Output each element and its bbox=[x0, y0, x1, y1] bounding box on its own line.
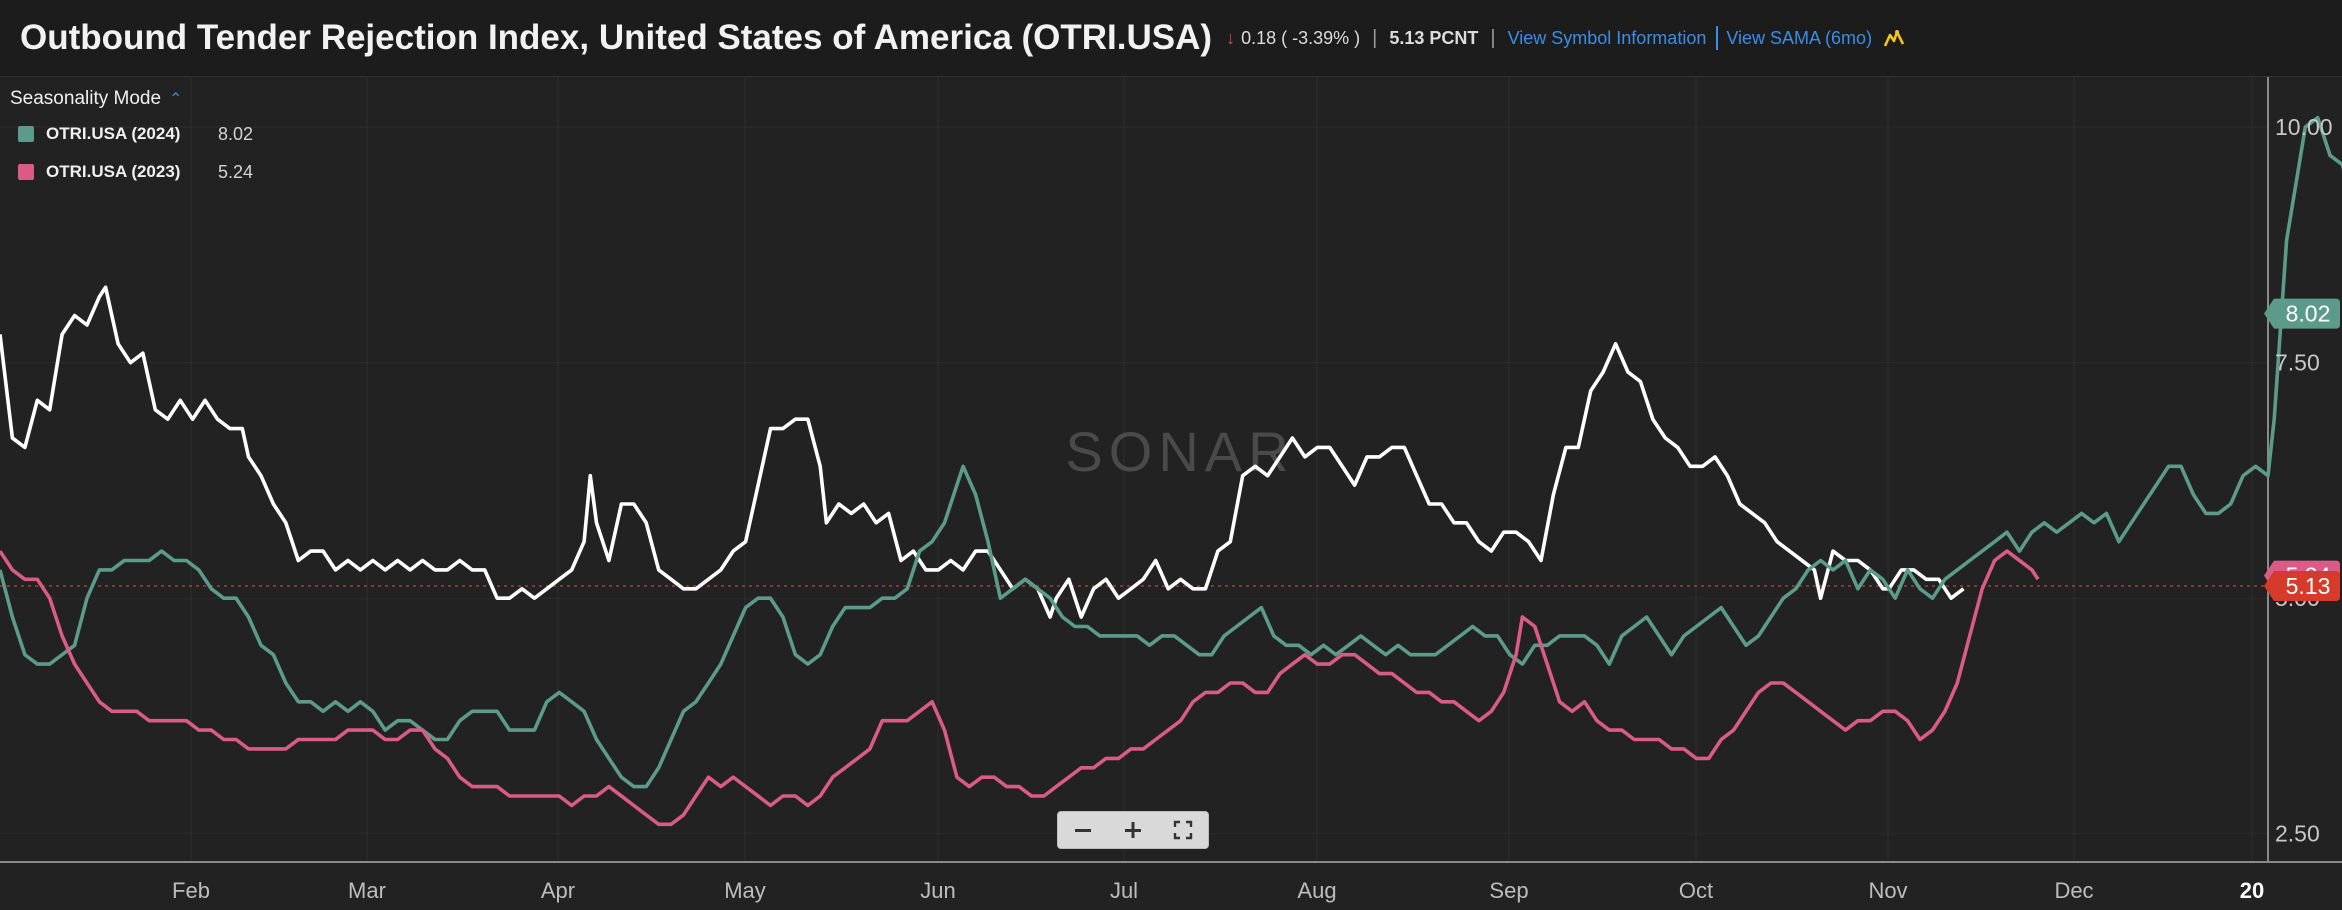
seasonality-mode-label: Seasonality Mode bbox=[10, 88, 162, 109]
x-tick-label: Nov bbox=[1868, 878, 1907, 903]
view-sama-link[interactable]: View SAMA (6mo) bbox=[1726, 27, 1873, 48]
x-tick-label: Mar bbox=[348, 878, 386, 903]
x-tick-label: Feb bbox=[172, 878, 210, 903]
price-tag: 5.13 bbox=[2264, 570, 2340, 601]
price-tag-label: 5.13 bbox=[2286, 573, 2331, 599]
chevron-up-icon: ⌃ bbox=[169, 91, 183, 108]
divider bbox=[1716, 26, 1719, 50]
plus-icon bbox=[1125, 822, 1141, 838]
legend: Seasonality Mode ⌃ OTRI.USA (2024) 8.02 … bbox=[10, 88, 253, 186]
zoom-controls bbox=[1057, 811, 1209, 849]
chart-area: SONAR Feb Mar Apr May Jun Jul Aug Sep Oct Nov Dec 20… bbox=[0, 77, 2342, 910]
legend-label: OTRI.USA (2024) bbox=[46, 124, 181, 143]
x-tick-label: Jun bbox=[920, 878, 955, 903]
legend-label: OTRI.USA (2023) bbox=[46, 162, 181, 181]
legend-swatch bbox=[18, 164, 34, 180]
change-value: 0.18 ( -3.39% ) bbox=[1241, 27, 1361, 48]
watermark: SONAR bbox=[1065, 420, 1294, 483]
legend-value: 5.24 bbox=[218, 161, 254, 182]
x-tick-label: Oct bbox=[1679, 878, 1713, 903]
header: Outbound Tender Rejection Index, United … bbox=[0, 0, 2342, 77]
last-value: 5.13 PCNT bbox=[1389, 27, 1479, 48]
divider: | bbox=[1490, 26, 1496, 49]
legend-value: 8.02 bbox=[218, 123, 254, 144]
zoom-out-button[interactable] bbox=[1063, 815, 1103, 845]
sama-icon[interactable] bbox=[1882, 26, 1906, 50]
series-line-0 bbox=[0, 285, 1965, 619]
legend-swatch bbox=[18, 126, 34, 142]
y-tick-label: 7.50 bbox=[2275, 350, 2320, 376]
y-tick-label: 2.50 bbox=[2275, 821, 2320, 847]
legend-item-2024[interactable]: OTRI.USA (2024) 8.02 bbox=[10, 120, 253, 148]
change-indicator: ↓ 0.18 ( -3.39% ) bbox=[1226, 28, 1360, 49]
x-tick-label: Dec bbox=[2054, 878, 2093, 903]
minus-icon bbox=[1075, 829, 1091, 832]
price-tag-shape bbox=[2264, 570, 2340, 601]
x-tick-label: 20 bbox=[2240, 878, 2264, 903]
y-tick-label: 10.00 bbox=[2275, 114, 2333, 140]
chart: SONAR Feb Mar Apr May Jun Jul Aug Sep Oct Nov Dec 20… bbox=[0, 77, 2342, 903]
legend-item-2023[interactable]: OTRI.USA (2023) 5.24 bbox=[10, 158, 253, 186]
fullscreen-icon bbox=[1173, 820, 1193, 840]
divider: | bbox=[1372, 26, 1378, 49]
series-line-1 bbox=[0, 115, 2342, 789]
zoom-in-button[interactable] bbox=[1113, 815, 1153, 845]
seasonality-mode-toggle[interactable]: Seasonality Mode ⌃ bbox=[10, 88, 253, 110]
x-tick-label: Jul bbox=[1110, 878, 1138, 903]
fullscreen-button[interactable] bbox=[1163, 815, 1203, 845]
x-tick-label: Sep bbox=[1489, 878, 1528, 903]
view-symbol-information-link[interactable]: View Symbol Information bbox=[1507, 27, 1707, 48]
x-tick-label: Aug bbox=[1297, 878, 1336, 903]
x-tick-label: Apr bbox=[541, 878, 575, 903]
price-tag-shape bbox=[2264, 298, 2340, 329]
chart-title: Outbound Tender Rejection Index, United … bbox=[20, 18, 1213, 57]
series-line-2 bbox=[0, 549, 2040, 827]
x-tick-label: May bbox=[724, 878, 766, 903]
price-tag: 8.02 bbox=[2264, 298, 2340, 329]
arrow-down-icon: ↓ bbox=[1226, 27, 1236, 48]
price-tag-label: 8.02 bbox=[2286, 301, 2331, 327]
